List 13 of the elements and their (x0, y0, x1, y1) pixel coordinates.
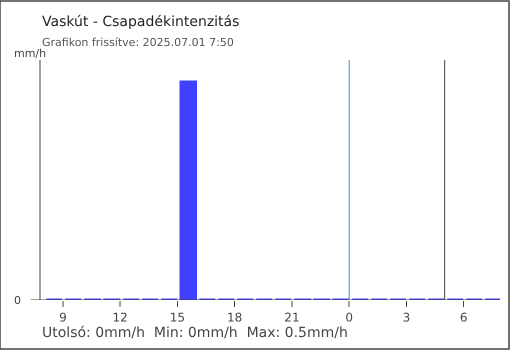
x-tick-label: 0 (345, 310, 354, 324)
x-tick-label: 3 (402, 310, 410, 324)
y-axis-title: mm/h (14, 47, 46, 60)
x-tick-label: 12 (112, 310, 128, 324)
chart-subtitle: Grafikon frissítve: 2025.07.01 7:50 (42, 36, 234, 49)
text: Utolsó: 0mm/h Min: 0mm/h Max: 0.5mm/h (42, 325, 348, 341)
x-tick-label: 21 (284, 310, 300, 324)
x-tick-label: 9 (59, 310, 67, 324)
chart-title: Vaskút - Csapadékintenzitás (42, 14, 240, 30)
text: 0 (14, 294, 21, 307)
x-tick-label: 15 (170, 310, 186, 324)
x-tick-label: 18 (227, 310, 242, 324)
x-tick-label: 6 (460, 310, 468, 324)
